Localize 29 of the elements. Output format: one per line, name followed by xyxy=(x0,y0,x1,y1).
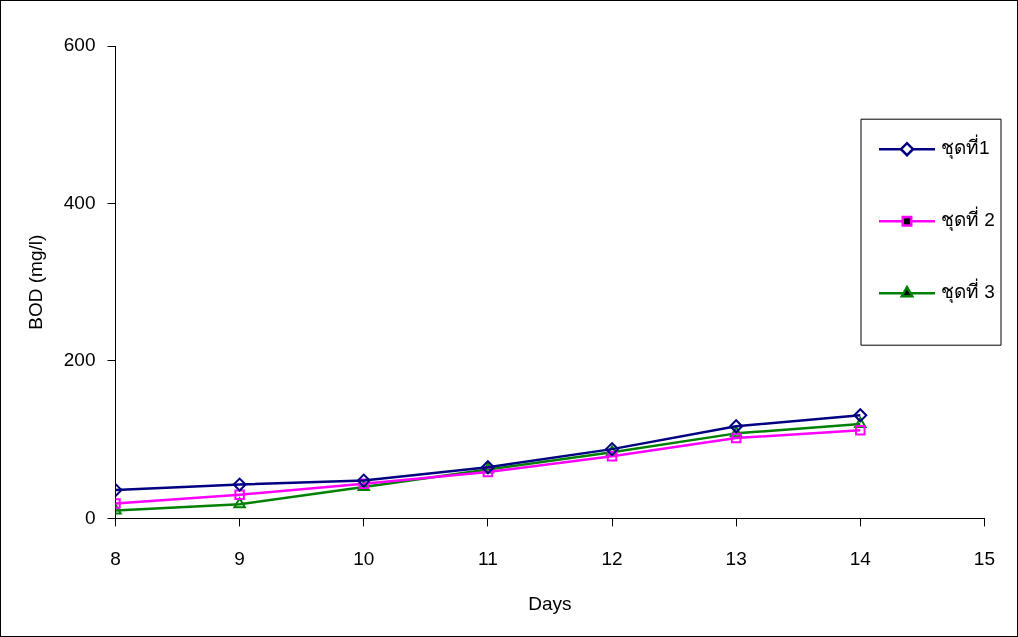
x-tick-label: 10 xyxy=(353,548,375,570)
point xyxy=(854,416,867,428)
point xyxy=(233,497,246,509)
point xyxy=(232,477,247,492)
x-axis-title: Days xyxy=(528,592,572,614)
point xyxy=(730,432,742,444)
x-tick-label: 15 xyxy=(973,548,995,570)
legend-label: ชุดที่1 xyxy=(941,134,990,161)
point xyxy=(729,419,744,434)
x-tick-label: 11 xyxy=(478,548,498,570)
point xyxy=(482,466,494,478)
point xyxy=(606,450,618,462)
x-tick-label: 8 xyxy=(110,548,121,570)
point xyxy=(729,426,743,438)
point xyxy=(234,489,245,501)
x-tick-label: 13 xyxy=(725,548,747,570)
y-tick-label: 400 xyxy=(63,191,96,213)
y-axis-title: BOD (mg/l) xyxy=(24,234,46,330)
legend-label: ชุดที่ 2 xyxy=(941,206,995,233)
y-tick-label: 600 xyxy=(63,34,96,56)
point xyxy=(853,408,868,423)
y-tick-label: 0 xyxy=(84,506,96,528)
point xyxy=(855,424,866,436)
x-tick-label: 9 xyxy=(234,548,245,570)
x-tick-label: 14 xyxy=(849,548,872,570)
y-tick-label: 200 xyxy=(63,349,96,371)
point xyxy=(356,473,371,488)
legend-label: ชุดที่ 3 xyxy=(941,278,995,305)
x-tick-label: 12 xyxy=(601,548,623,570)
